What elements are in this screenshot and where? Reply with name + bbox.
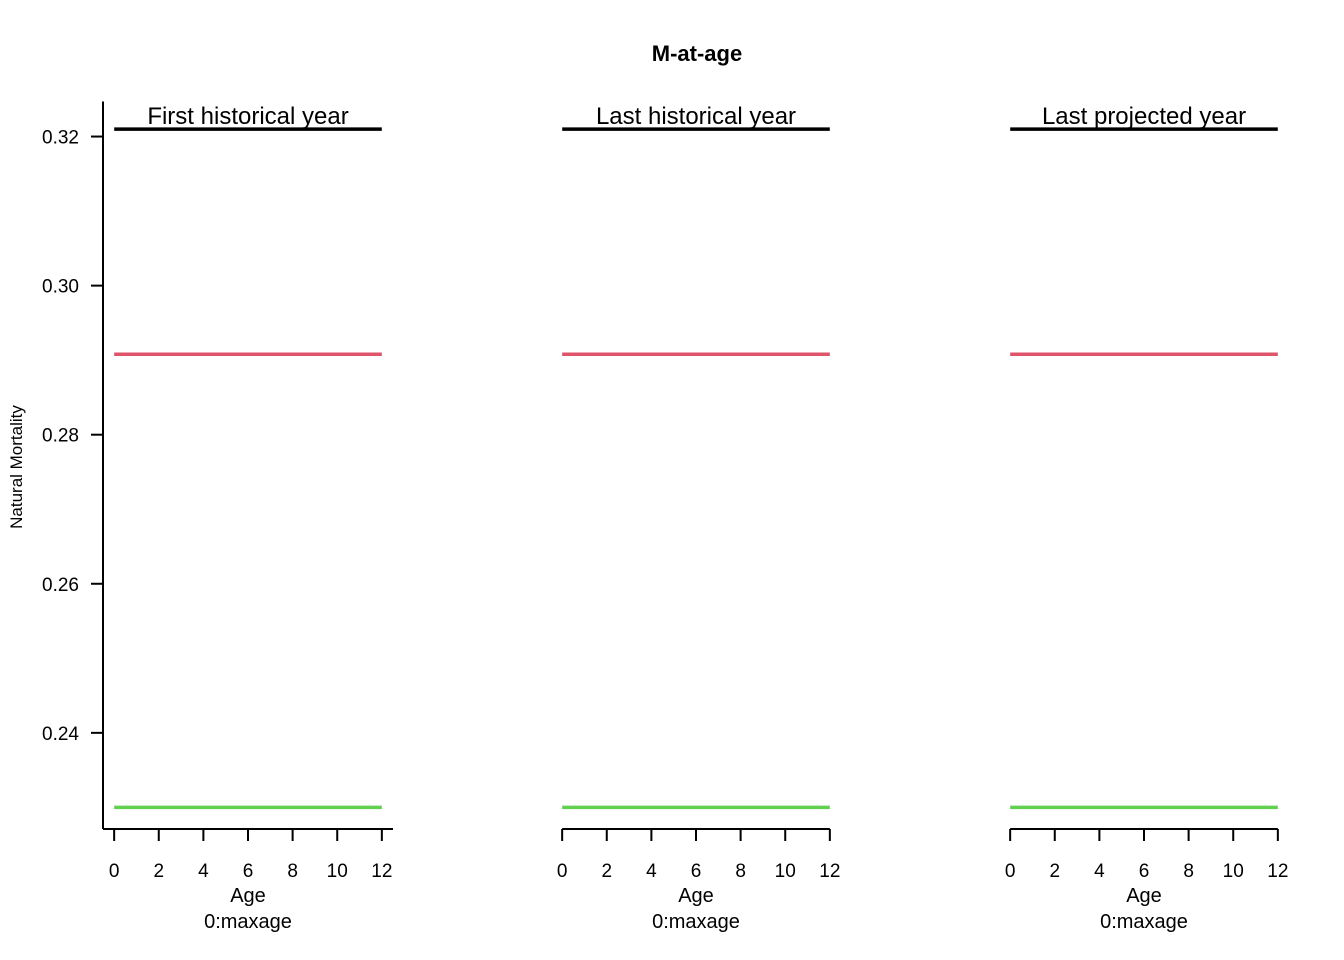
- y-tick-label: 0.30: [42, 277, 79, 298]
- x-tick-label: 6: [243, 861, 254, 882]
- x-tick-label: 12: [371, 861, 392, 882]
- chart-title: M-at-age: [652, 41, 742, 66]
- x-tick-label: 10: [775, 861, 796, 882]
- panel-title: Last projected year: [1042, 103, 1246, 130]
- x-tick-label: 2: [1049, 861, 1060, 882]
- x-tick-label: 0: [1005, 861, 1016, 882]
- y-tick-label: 0.32: [42, 128, 79, 149]
- panel-title: First historical year: [147, 103, 348, 130]
- x-tick-label: 4: [198, 861, 209, 882]
- y-tick-label: 0.28: [42, 426, 79, 447]
- x-tick-label: 8: [1183, 861, 1194, 882]
- x-tick-label: 12: [1267, 861, 1288, 882]
- x-tick-label: 0: [557, 861, 568, 882]
- y-tick-label: 0.26: [42, 575, 79, 596]
- x-tick-label: 10: [327, 861, 348, 882]
- panel-title: Last historical year: [596, 103, 796, 130]
- y-axis-label: Natural Mortality: [7, 405, 26, 529]
- x-tick-label: 12: [819, 861, 840, 882]
- x-tick-label: 6: [1139, 861, 1150, 882]
- x-axis-sublabel: 0:maxage: [204, 911, 292, 933]
- panel-2: Last historical year 0 2 4 6 8 10 12 Age 0:maxage: [557, 103, 841, 933]
- x-axis-label: Age: [1126, 885, 1162, 907]
- panel-1: First historical year 0 2 4 6 8 10 12 Age 0:maxag…: [103, 103, 393, 933]
- x-tick-label: 2: [601, 861, 612, 882]
- x-tick-label: 4: [1094, 861, 1105, 882]
- x-axis-sublabel: 0:maxage: [652, 911, 740, 933]
- x-tick-label: 0: [109, 861, 120, 882]
- x-tick-label: 2: [153, 861, 164, 882]
- x-tick-label: 8: [735, 861, 746, 882]
- x-axis-sublabel: 0:maxage: [1100, 911, 1188, 933]
- x-axis-label: Age: [230, 885, 266, 907]
- x-tick-label: 8: [287, 861, 298, 882]
- x-axis-label: Age: [678, 885, 714, 907]
- panel-3: Last projected year 0 2 4 6 8 10 12 Age 0:maxage: [1005, 103, 1289, 933]
- x-tick-label: 4: [646, 861, 657, 882]
- x-tick-label: 10: [1223, 861, 1244, 882]
- x-tick-label: 6: [691, 861, 702, 882]
- y-axis: 0.24 0.26 0.28 0.30 0.32: [42, 101, 104, 829]
- panels: First historical year 0 2 4 6 8 10 12 Age 0:maxag…: [103, 103, 1288, 933]
- y-tick-label: 0.24: [42, 724, 79, 745]
